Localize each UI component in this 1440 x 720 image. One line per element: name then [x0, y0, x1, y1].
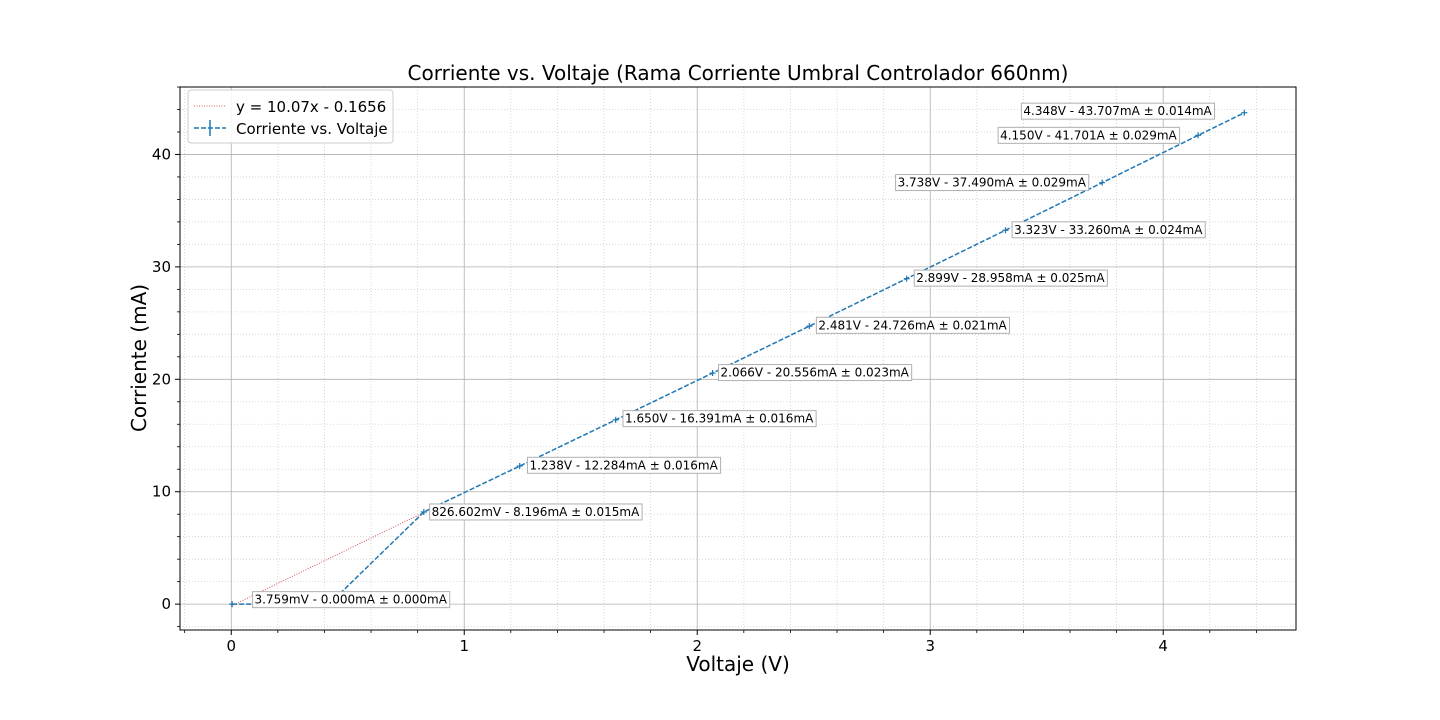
x-tick-label: 0: [226, 637, 236, 655]
data-point-marker: [516, 463, 523, 470]
annotation-box: [1011, 221, 1206, 239]
point-annotation: 1.238V - 12.284mA ± 0.016mA: [526, 456, 722, 474]
point-annotation: 3.323V - 33.260mA ± 0.024mA: [1011, 221, 1206, 239]
annotation-label: 3.759mV - 0.000mA ± 0.000mA: [255, 593, 448, 607]
point-annotation: 2.481V - 24.726mA ± 0.021mA: [815, 316, 1011, 334]
point-annotation: 1.650V - 16.391mA ± 0.016mA: [622, 410, 817, 428]
data-point-marker: [1002, 227, 1009, 234]
legend-data-label: Corriente vs. Voltaje: [236, 120, 388, 138]
point-annotation: 2.899V - 28.958mA ± 0.025mA: [913, 269, 1108, 287]
annotation-label: 4.348V - 43.707mA ± 0.014mA: [1023, 104, 1212, 118]
legend: y = 10.07x - 0.1656 Corriente vs. Voltaj…: [187, 89, 394, 144]
annotation-box: [718, 364, 913, 382]
point-annotation: 2.066V - 20.556mA ± 0.023mA: [718, 364, 913, 382]
x-axis-label: Voltaje (V): [686, 652, 790, 676]
chart-title: Corriente vs. Voltaje (Rama Corriente Um…: [408, 61, 1069, 85]
axes-frame: [179, 86, 1297, 631]
annotation-box: [252, 591, 451, 609]
annotation-label: 2.899V - 28.958mA ± 0.025mA: [916, 271, 1105, 285]
annotation-box: [1020, 102, 1216, 120]
annotation-label: 1.238V - 12.284mA ± 0.016mA: [529, 458, 718, 472]
y-tick-label: 20: [152, 370, 171, 388]
data-point-marker: [229, 601, 236, 608]
x-tick-label: 2: [692, 637, 702, 655]
point-annotation: 4.348V - 43.707mA ± 0.014mA: [1020, 102, 1216, 120]
data-point-marker: [1241, 109, 1248, 116]
point-annotation: 826.602mV - 8.196mA ± 0.015mA: [429, 503, 643, 521]
annotation-label: 2.066V - 20.556mA ± 0.023mA: [721, 366, 910, 380]
annotation-label: 4.150V - 41.701A ± 0.029mA: [1000, 128, 1177, 142]
legend-box: [187, 89, 394, 144]
data-point-marker: [709, 370, 716, 377]
annotation-label: 3.738V - 37.490mA ± 0.029mA: [898, 176, 1087, 190]
annotation-label: 3.323V - 33.260mA ± 0.024mA: [1014, 223, 1203, 237]
annotation-box: [997, 126, 1181, 144]
fit-line: [231, 512, 425, 607]
y-tick-label: 30: [152, 258, 171, 276]
x-tick-label: 3: [925, 637, 935, 655]
y-axis-label: Corriente (mA): [127, 284, 151, 432]
data-point-marker: [903, 275, 910, 282]
annotation-box: [913, 269, 1108, 287]
y-tick-label: 10: [152, 483, 171, 501]
data-point-marker: [1099, 179, 1106, 186]
x-tick-label: 1: [459, 637, 469, 655]
annotation-box: [895, 174, 1090, 192]
annotation-box: [622, 410, 817, 428]
annotation-box: [815, 316, 1011, 334]
data-point-marker: [612, 416, 619, 423]
y-tick-label: 0: [161, 595, 171, 613]
annotation-box: [429, 503, 643, 521]
data-point-marker: [420, 509, 427, 516]
point-annotation: 3.738V - 37.490mA ± 0.029mA: [895, 174, 1090, 192]
legend-fit-label: y = 10.07x - 0.1656: [236, 98, 386, 116]
x-tick-label: 4: [1158, 637, 1168, 655]
point-annotation: 4.150V - 41.701A ± 0.029mA: [997, 126, 1181, 144]
data-point-marker: [806, 323, 813, 330]
point-annotation: 3.759mV - 0.000mA ± 0.000mA: [252, 591, 451, 609]
annotation-label: 826.602mV - 8.196mA ± 0.015mA: [432, 505, 640, 519]
data-line: [232, 112, 1245, 605]
annotation-label: 1.650V - 16.391mA ± 0.016mA: [625, 412, 814, 426]
annotation-label: 2.481V - 24.726mA ± 0.021mA: [818, 318, 1007, 332]
annotation-box: [526, 456, 722, 474]
data-point-marker: [1195, 132, 1202, 139]
y-tick-label: 40: [152, 145, 171, 163]
